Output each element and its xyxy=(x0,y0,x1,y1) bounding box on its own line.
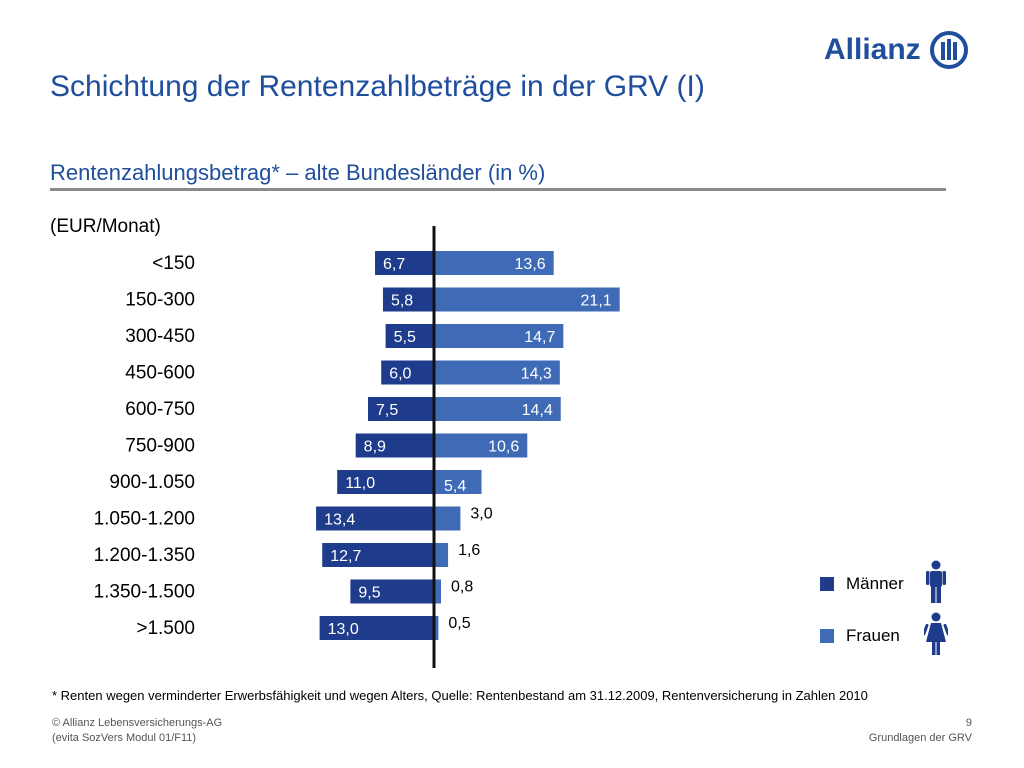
man-icon xyxy=(926,560,946,603)
unit-label: (EUR/Monat) xyxy=(50,216,161,237)
bar-men xyxy=(350,579,434,604)
legend: Männer Frauen xyxy=(820,560,960,660)
data-label-women: 1,6 xyxy=(458,542,480,559)
data-label-men: 9,5 xyxy=(358,585,380,602)
bar-women xyxy=(434,360,560,385)
title-divider xyxy=(50,188,946,191)
bar-women xyxy=(434,543,449,567)
data-label-women: 13,6 xyxy=(515,256,546,273)
bar-men xyxy=(319,616,434,640)
category-label: 900-1.050 xyxy=(109,472,195,493)
data-label-women: 0,8 xyxy=(451,579,473,596)
logo-wordmark: Allianz xyxy=(824,33,921,66)
data-label-women: 10,6 xyxy=(488,439,519,456)
data-label-men: 6,7 xyxy=(383,256,405,273)
data-label-women: 14,7 xyxy=(524,329,555,346)
data-label-women: 14,3 xyxy=(521,366,552,383)
legend-item-men: Männer xyxy=(820,566,904,602)
bar-women xyxy=(434,287,620,312)
woman-icon xyxy=(924,612,948,655)
category-label: 450-600 xyxy=(125,363,195,384)
legend-label-men: Männer xyxy=(846,574,904,593)
bar-women xyxy=(434,324,564,348)
bars xyxy=(316,251,620,640)
data-label-men: 5,8 xyxy=(391,293,413,310)
bar-men xyxy=(382,287,434,312)
footer-module: (evita SozVers Modul 01/F11) xyxy=(52,732,197,744)
data-label-women: 0,5 xyxy=(448,615,470,632)
data-label-men: 5,5 xyxy=(394,329,416,346)
legend-item-women: Frauen xyxy=(820,618,900,654)
data-label-men: 12,7 xyxy=(330,548,361,565)
bar-men xyxy=(355,433,434,458)
bar-men xyxy=(385,324,434,348)
category-label: >1.500 xyxy=(136,618,195,639)
data-label-women: 14,4 xyxy=(522,402,553,419)
legend-swatch-men xyxy=(820,577,834,591)
bar-women xyxy=(434,251,554,275)
data-label-men: 7,5 xyxy=(376,402,398,419)
chart-title: Rentenzahlungsbetrag* – alte Bundeslände… xyxy=(50,160,546,185)
category-label: 300-450 xyxy=(125,326,195,347)
bar-labels: 6,7 13,6 5,8 21,1 5,5 14,7 6,0 14,3 7,5 14,4 8,9 10… xyxy=(324,256,612,638)
category-label: 1.350-1.500 xyxy=(94,582,195,603)
data-label-women: 5,4 xyxy=(444,478,466,495)
category-label: <150 xyxy=(152,253,195,274)
legend-swatch-women xyxy=(820,629,834,643)
allianz-logo: Allianz xyxy=(824,28,969,72)
data-label-men: 13,4 xyxy=(324,512,355,529)
category-label: 750-900 xyxy=(125,436,195,457)
bar-women xyxy=(434,506,461,531)
page-title: Schichtung der Rentenzahlbeträge in der … xyxy=(50,70,705,103)
bar-men xyxy=(381,360,434,385)
bar-men xyxy=(337,470,434,494)
category-labels: <150 150-300 300-450 450-600 600-750 750-900 9… xyxy=(94,253,195,639)
footer-section: Grundlagen der GRV xyxy=(868,732,972,744)
category-label: 150-300 xyxy=(125,290,195,311)
footnote: * Renten wegen verminderter Erwerbsfähig… xyxy=(52,688,868,703)
data-label-women: 3,0 xyxy=(470,506,492,523)
category-label: 600-750 xyxy=(125,399,195,420)
bar-men xyxy=(316,506,434,531)
bar-men xyxy=(322,543,434,567)
category-label: 1.050-1.200 xyxy=(94,509,195,530)
bar-women xyxy=(434,616,439,640)
data-label-men: 6,0 xyxy=(389,366,411,383)
data-label-women: 21,1 xyxy=(581,293,612,310)
legend-label-women: Frauen xyxy=(846,626,900,645)
data-label-men: 8,9 xyxy=(364,439,386,456)
category-label: 1.200-1.350 xyxy=(94,545,195,566)
bar-women xyxy=(434,397,561,421)
bar-women xyxy=(434,470,482,494)
data-label-men: 13,0 xyxy=(328,621,359,638)
footer-copyright: © Allianz Lebensversicherungs-AG xyxy=(52,717,223,729)
bar-women xyxy=(434,433,528,458)
bar-women xyxy=(434,579,442,604)
bar-men xyxy=(375,251,434,275)
allianz-eagle-icon xyxy=(929,31,968,69)
bar-men xyxy=(368,397,434,421)
page-number: 9 xyxy=(965,717,972,729)
data-label-men: 11,0 xyxy=(345,475,375,492)
